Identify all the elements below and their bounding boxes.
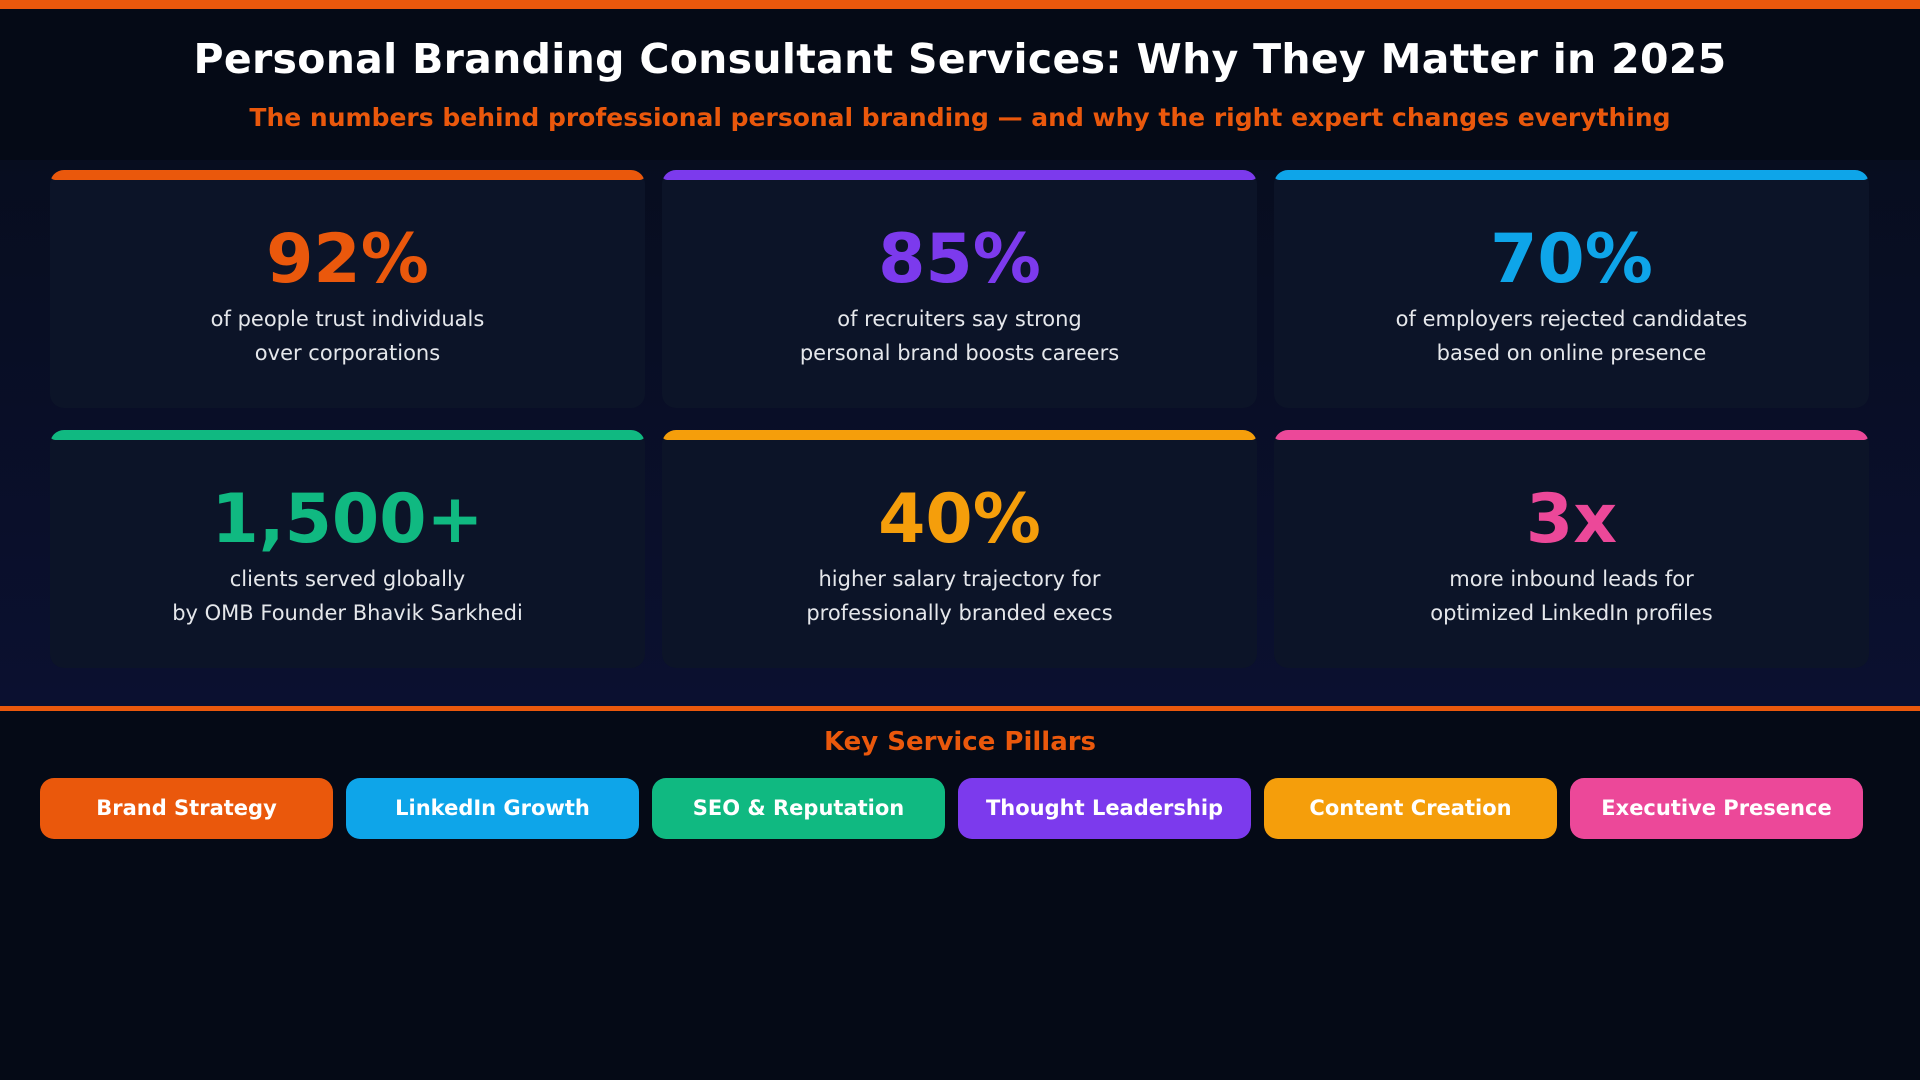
stat-description-line: by OMB Founder Bhavik Sarkhedi <box>172 601 523 625</box>
page-title: Personal Branding Consultant Services: W… <box>193 35 1727 83</box>
stat-card-clients: 1,500+ clients served globally by OMB Fo… <box>50 430 645 668</box>
stat-description: clients served globally by OMB Founder B… <box>50 562 645 630</box>
stat-value: 40% <box>878 480 1041 559</box>
pillar-linkedin-growth[interactable]: LinkedIn Growth <box>346 778 639 839</box>
stat-card-trust: 92% of people trust individuals over cor… <box>50 170 645 408</box>
top-accent-bar <box>0 0 1920 9</box>
pillar-content-creation[interactable]: Content Creation <box>1264 778 1557 839</box>
stat-card-salary: 40% higher salary trajectory for profess… <box>662 430 1257 668</box>
stat-value: 3x <box>1525 480 1618 559</box>
stat-card-recruiters: 85% of recruiters say strong personal br… <box>662 170 1257 408</box>
stat-description: more inbound leads for optimized LinkedI… <box>1274 562 1869 630</box>
stat-description-line: professionally branded execs <box>806 601 1113 625</box>
pillar-thought-leadership[interactable]: Thought Leadership <box>958 778 1251 839</box>
page-subtitle: The numbers behind professional personal… <box>249 103 1671 132</box>
stat-description-line: higher salary trajectory for <box>818 567 1101 591</box>
stat-description: higher salary trajectory for professiona… <box>662 562 1257 630</box>
stat-card-accent <box>662 170 1257 180</box>
stat-description: of employers rejected candidates based o… <box>1274 302 1869 370</box>
stat-description-line: personal brand boosts careers <box>799 341 1120 365</box>
stat-description: of people trust individuals over corpora… <box>50 302 645 370</box>
stat-value: 85% <box>878 220 1041 299</box>
stat-value: 70% <box>1490 220 1653 299</box>
stat-description-line: clients served globally <box>229 567 466 591</box>
stat-card-leads: 3x more inbound leads for optimized Link… <box>1274 430 1869 668</box>
stat-description-line: of recruiters say strong <box>837 307 1082 331</box>
header: Personal Branding Consultant Services: W… <box>0 9 1920 160</box>
stat-description-line: of employers rejected candidates <box>1395 307 1748 331</box>
stat-description-line: more inbound leads for <box>1449 567 1694 591</box>
pillar-seo-reputation[interactable]: SEO & Reputation <box>652 778 945 839</box>
stat-card-employers: 70% of employers rejected candidates bas… <box>1274 170 1869 408</box>
stat-card-accent <box>1274 430 1869 440</box>
stat-card-accent <box>1274 170 1869 180</box>
stat-description-line: of people trust individuals <box>210 307 485 331</box>
stat-value: 92% <box>266 220 429 299</box>
stat-description-line: based on online presence <box>1436 341 1707 365</box>
pillar-brand-strategy[interactable]: Brand Strategy <box>40 778 333 839</box>
pillars-title: Key Service Pillars <box>823 727 1097 757</box>
stat-description-line: optimized LinkedIn profiles <box>1430 601 1713 625</box>
section-divider <box>0 706 1920 711</box>
stat-description-line: over corporations <box>254 341 441 365</box>
stat-card-accent <box>50 170 645 180</box>
stat-description: of recruiters say strong personal brand … <box>662 302 1257 370</box>
stats-section: 92% of people trust individuals over cor… <box>0 160 1920 706</box>
pillar-executive-presence[interactable]: Executive Presence <box>1570 778 1863 839</box>
stat-card-accent <box>662 430 1257 440</box>
stat-value: 1,500+ <box>211 480 484 559</box>
stat-card-accent <box>50 430 645 440</box>
